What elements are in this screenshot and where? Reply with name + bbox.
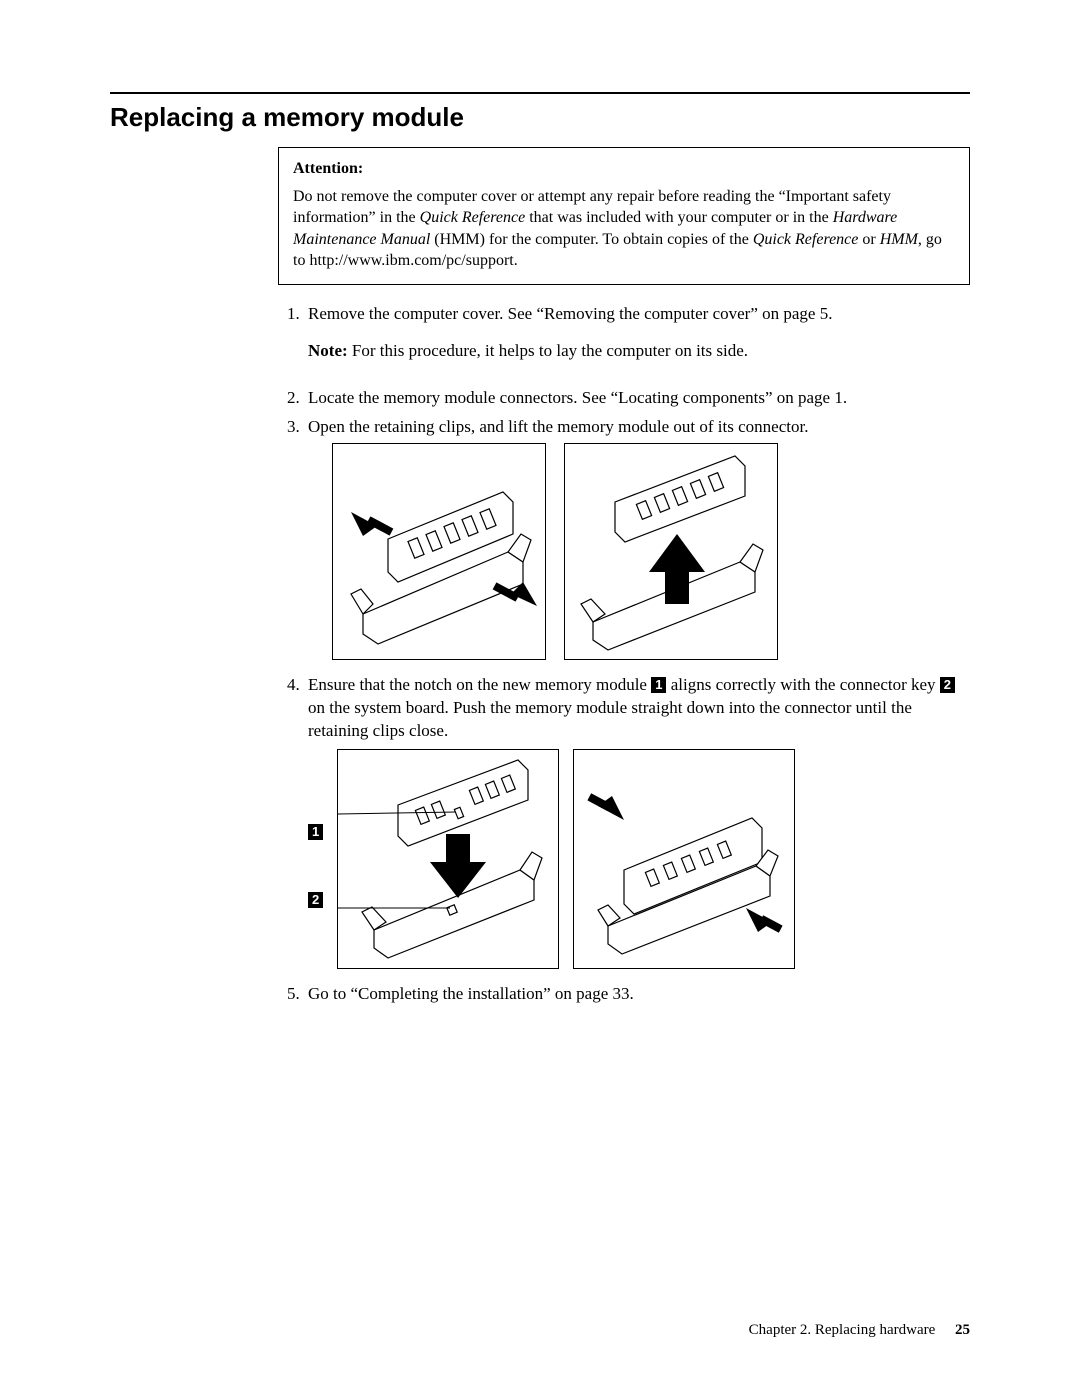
footer-page-number: 25: [955, 1322, 970, 1338]
footer-chapter: Chapter 2. Replacing hardware: [749, 1322, 936, 1338]
attention-label: Attention:: [293, 158, 955, 180]
section-title: Replacing a memory module: [110, 102, 970, 133]
figure-step4: 1 2: [308, 749, 970, 969]
content-block: Attention: Do not remove the computer co…: [278, 147, 970, 1005]
callout-1-inline: 1: [651, 677, 666, 693]
page-footer: Chapter 2. Replacing hardware 25: [749, 1322, 970, 1339]
dimm-seated-icon: [574, 750, 794, 968]
step-1-note: Note: For this procedure, it helps to la…: [308, 340, 970, 363]
dimm-insert-icon: [338, 750, 558, 968]
step-3: Open the retaining clips, and lift the m…: [304, 416, 970, 660]
attention-text: Do not remove the computer cover or atte…: [293, 188, 942, 270]
figure-step4-callouts: 1 2: [308, 754, 323, 964]
figure-step4-right: [573, 749, 795, 969]
top-rule: [110, 92, 970, 94]
step-5: Go to “Completing the installation” on p…: [304, 983, 970, 1006]
attention-box: Attention: Do not remove the computer co…: [278, 147, 970, 285]
figure-step3-right: [564, 443, 778, 660]
step-2: Locate the memory module connectors. See…: [304, 387, 970, 410]
figure-step3: [332, 443, 970, 660]
callout-2-inline: 2: [940, 677, 955, 693]
step-1: Remove the computer cover. See “Removing…: [304, 303, 970, 363]
dimm-lift-icon: [565, 444, 777, 659]
steps-list: Remove the computer cover. See “Removing…: [278, 303, 970, 1006]
dimm-remove-icon: [333, 444, 545, 659]
page: Replacing a memory module Attention: Do …: [0, 0, 1080, 1397]
figure-step4-left: [337, 749, 559, 969]
step-4: Ensure that the notch on the new memory …: [304, 674, 970, 969]
callout-2: 2: [308, 892, 323, 908]
figure-step3-left: [332, 443, 546, 660]
callout-1: 1: [308, 824, 323, 840]
